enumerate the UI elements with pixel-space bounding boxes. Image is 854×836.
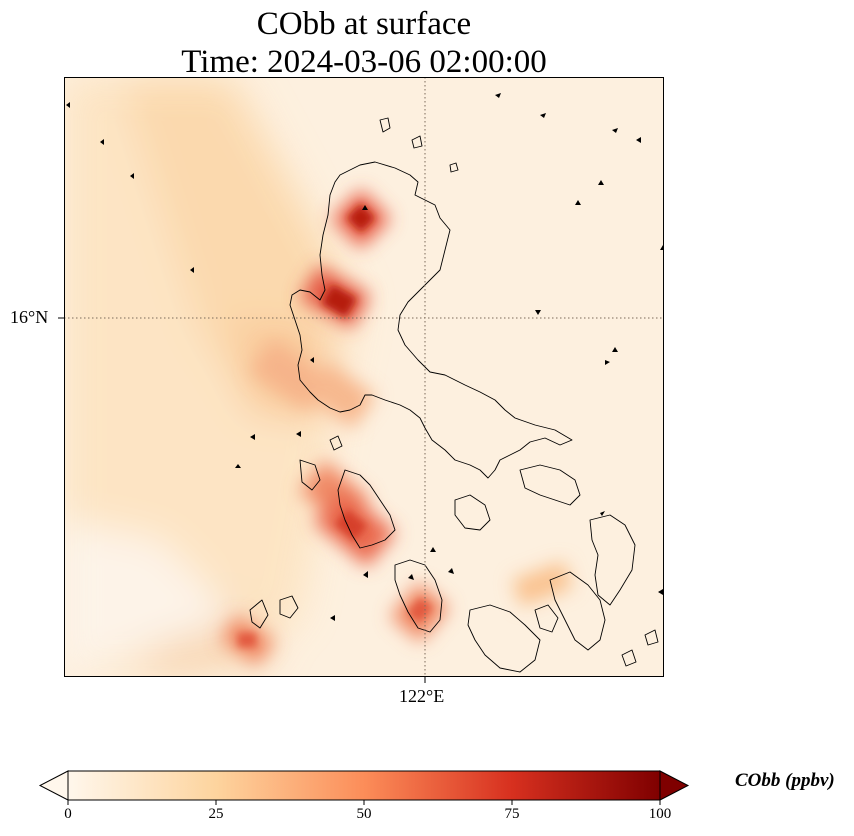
map-frame xyxy=(64,77,664,677)
colorbar-tick: 50 xyxy=(356,806,372,822)
colorbar xyxy=(38,770,690,805)
colorbar-tick: 100 xyxy=(648,806,672,822)
colorbar-tick: 0 xyxy=(64,806,72,822)
colorbar-tick: 75 xyxy=(504,806,520,822)
colorbar-tick: 25 xyxy=(208,806,224,822)
lat-label: 16°N xyxy=(10,307,49,327)
lon-label: 122°E xyxy=(399,686,445,706)
coastlines xyxy=(249,117,659,673)
map-title-line2: Time: 2024-03-06 02:00:00 xyxy=(181,44,547,80)
wind-vectors xyxy=(66,93,664,621)
concentration-field xyxy=(64,77,664,677)
gridlines xyxy=(64,77,664,677)
map-title-line1: CObb at surface xyxy=(256,6,472,42)
colorbar-label: CObb (ppbv) xyxy=(735,770,835,791)
